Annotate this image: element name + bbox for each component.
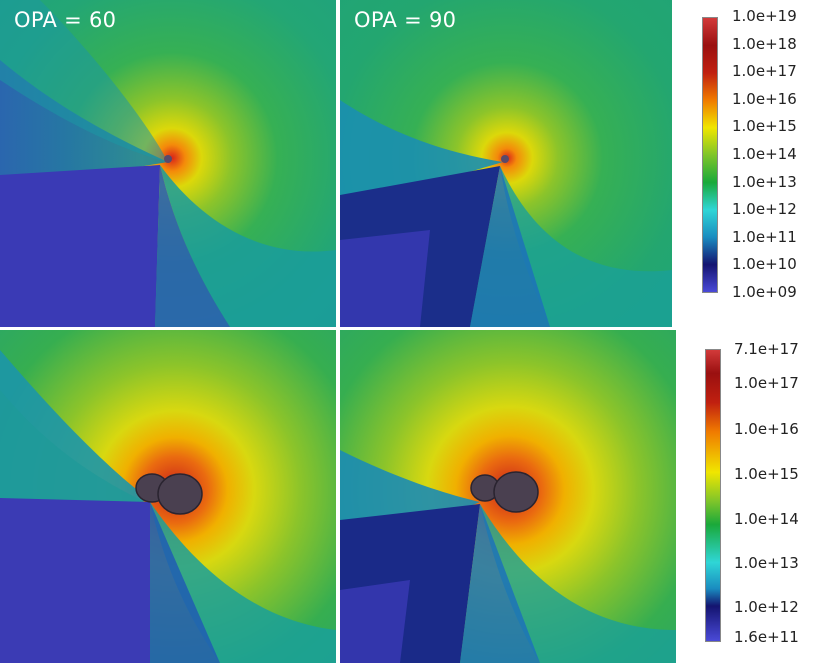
tick-label: 1.0e+16 — [732, 90, 797, 108]
colorbar-top — [702, 17, 718, 293]
tick-label: 1.0e+15 — [734, 465, 799, 483]
tick-label: 1.0e+13 — [732, 173, 797, 191]
tick-label: 1.0e+19 — [732, 7, 797, 25]
tick-label: 1.0e+17 — [732, 62, 797, 80]
tick-label: 7.1e+17 — [734, 340, 799, 358]
tick-label: 1.0e+09 — [732, 283, 797, 301]
nucleus-shape — [135, 473, 203, 515]
tick-label: 1.0e+12 — [732, 200, 797, 218]
tick-label: 1.0e+13 — [734, 554, 799, 572]
colorbar-bottom — [705, 349, 721, 642]
panel-top-left: OPA = 60 — [0, 0, 336, 327]
panel-bottom-left — [0, 330, 336, 663]
tick-label: 1.0e+10 — [732, 255, 797, 273]
tick-label: 1.0e+14 — [732, 145, 797, 163]
panel-title-opa-90: OPA = 90 — [354, 8, 457, 32]
tick-label: 1.0e+18 — [732, 35, 797, 53]
panel-bottom-right — [340, 330, 676, 663]
tick-label: 1.0e+12 — [734, 598, 799, 616]
nucleus-shape — [470, 471, 539, 513]
panel-top-right: OPA = 90 — [340, 0, 672, 327]
tick-label: 1.0e+17 — [734, 374, 799, 392]
panel-title-opa-60: OPA = 60 — [14, 8, 117, 32]
tick-label: 1.0e+11 — [732, 228, 797, 246]
tick-label: 1.6e+11 — [734, 628, 799, 646]
colorbar-top-ticks: 1.0e+19 1.0e+18 1.0e+17 1.0e+16 1.0e+15 … — [732, 7, 824, 301]
tick-label: 1.0e+15 — [732, 117, 797, 135]
tick-label: 1.0e+14 — [734, 510, 799, 528]
tick-label: 1.0e+16 — [734, 420, 799, 438]
colorbar-bottom-ticks: 7.1e+17 1.0e+17 1.0e+16 1.0e+15 1.0e+14 … — [734, 342, 824, 652]
